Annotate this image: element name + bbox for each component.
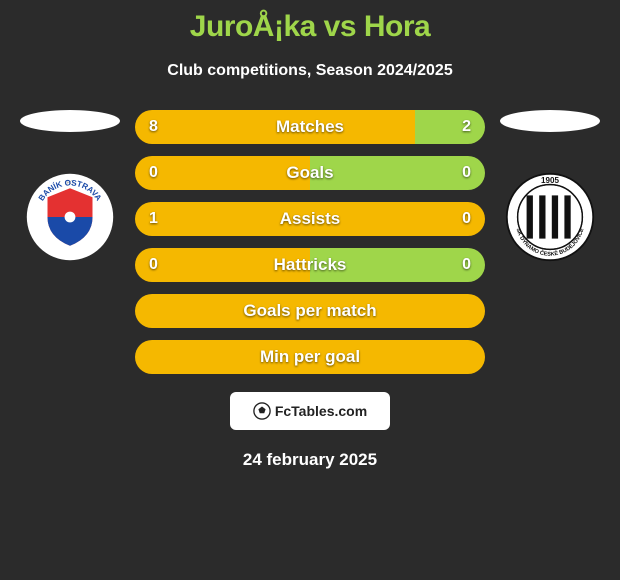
- stat-row-matches: 82Matches: [135, 110, 485, 144]
- right-player-photo: [500, 110, 600, 132]
- svg-text:1905: 1905: [541, 176, 559, 185]
- stat-row-min-per-goal: Min per goal: [135, 340, 485, 374]
- stat-row-hattricks: 00Hattricks: [135, 248, 485, 282]
- stat-label: Assists: [135, 209, 485, 229]
- soccer-icon: [253, 402, 271, 420]
- stat-label: Matches: [135, 117, 485, 137]
- stat-row-goals: 00Goals: [135, 156, 485, 190]
- stats-column: 82Matches 00Goals 10Assists 00Hattricks Goal…: [135, 110, 485, 374]
- brand-text: FcTables.com: [275, 403, 367, 419]
- date-label: 24 february 2025: [0, 450, 620, 470]
- stat-label: Goals: [135, 163, 485, 183]
- brand-badge: FcTables.com: [230, 392, 390, 430]
- stat-row-assists: 10Assists: [135, 202, 485, 236]
- stat-label: Hattricks: [135, 255, 485, 275]
- right-club-badge: 1905 SK DYNAMO ČESKÉ BUDĚJOVICE: [505, 172, 595, 262]
- stat-label: Min per goal: [260, 347, 360, 367]
- stat-row-goals-per-match: Goals per match: [135, 294, 485, 328]
- comparison-panel: FC BANÍK OSTRAVA 82Matches 00Goals 10Assis…: [0, 110, 620, 374]
- left-club-badge: FC BANÍK OSTRAVA: [25, 172, 115, 262]
- subtitle: Club competitions, Season 2024/2025: [0, 62, 620, 80]
- left-side: FC BANÍK OSTRAVA: [15, 110, 125, 262]
- title: JuroÅ¡ka vs Hora: [0, 10, 620, 44]
- stat-label: Goals per match: [243, 301, 376, 321]
- left-player-photo: [20, 110, 120, 132]
- right-side: 1905 SK DYNAMO ČESKÉ BUDĚJOVICE: [495, 110, 605, 262]
